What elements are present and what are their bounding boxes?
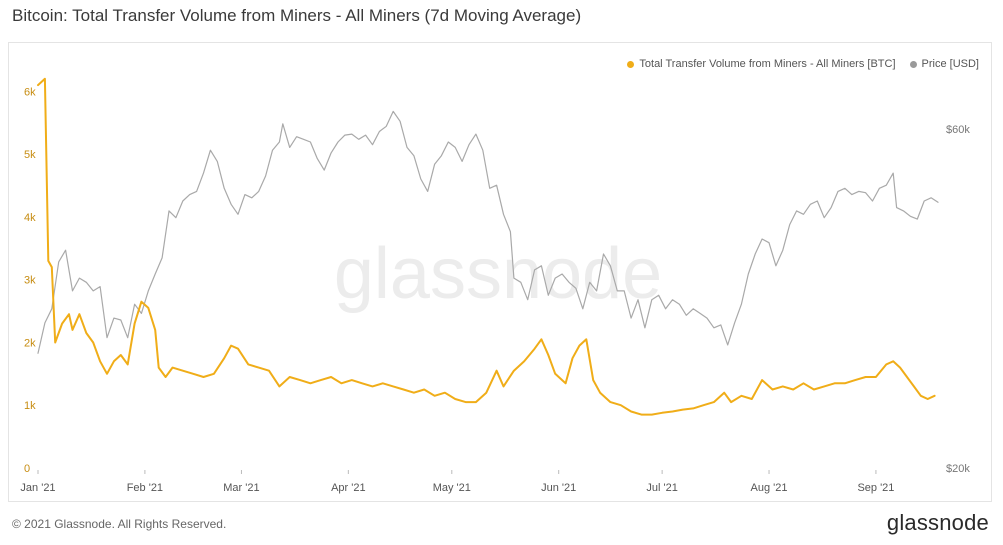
legend-item-volume[interactable]: Total Transfer Volume from Miners - All … [627,58,896,70]
y-left-tick-label: 3k [24,275,36,287]
y-left-tick-label: 2k [24,337,36,349]
x-tick-label: Feb '21 [127,482,163,494]
x-tick-label: Sep '21 [857,482,894,494]
x-tick-label: Apr '21 [331,482,366,494]
y-left-tick-label: 5k [24,149,36,161]
volume-series-line [37,77,936,416]
y-left-tick-label: 0 [24,463,30,475]
legend-price-label: Price [USD] [921,58,979,70]
chart-legend: Total Transfer Volume from Miners - All … [627,58,979,70]
legend-item-price[interactable]: Price [USD] [909,58,979,70]
copyright-text: © 2021 Glassnode. All Rights Reserved. [12,517,227,531]
legend-volume-label: Total Transfer Volume from Miners - All … [639,58,896,70]
chart-panel [8,42,992,502]
y-left-tick-label: 6k [24,86,36,98]
x-tick-label: Jun '21 [541,482,576,494]
price-series-line [37,110,939,354]
legend-volume-dot-icon [627,60,635,68]
y-left-tick-label: 1k [24,400,36,412]
x-tick-label: Aug '21 [751,482,788,494]
y-left-tick-label: 4k [24,212,36,224]
x-tick-label: Mar '21 [223,482,259,494]
glassnode-logo: glassnode [886,510,989,535]
x-tick-label: Jul '21 [646,482,677,494]
x-tick-label: May '21 [433,482,471,494]
x-tick-label: Jan '21 [20,482,55,494]
y-right-tick-label: $60k [946,124,970,136]
chart-title: Bitcoin: Total Transfer Volume from Mine… [12,6,582,25]
legend-price-dot-icon [909,60,917,68]
watermark-logo: glassnode [334,234,662,314]
y-right-tick-label: $20k [946,463,970,475]
